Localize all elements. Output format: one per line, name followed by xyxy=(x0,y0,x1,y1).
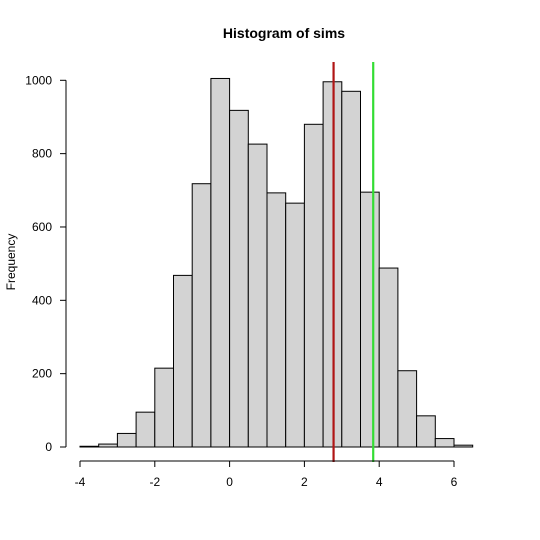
histogram-bar-7 xyxy=(210,77,231,448)
x-tick-label-5: 6 xyxy=(451,475,458,489)
y-tick-label-1: 200 xyxy=(32,367,52,381)
y-tick-label-0: 0 xyxy=(45,440,52,454)
histogram-bar-0 xyxy=(79,445,100,448)
histogram-bar-11 xyxy=(285,202,305,448)
histogram-bar-6 xyxy=(191,183,212,448)
y-axis-label: Frequency xyxy=(4,234,18,291)
x-tick-label-2: 0 xyxy=(226,475,233,489)
x-tick-label-4: 4 xyxy=(376,475,383,489)
x-tick-label-3: 2 xyxy=(301,475,308,489)
histogram-bar-13 xyxy=(322,81,343,448)
x-tick-label-0: -4 xyxy=(75,475,86,489)
x-tick-label-1: -2 xyxy=(149,475,160,489)
histogram-bar-5 xyxy=(173,274,193,448)
y-tick-label-5: 1000 xyxy=(25,73,52,87)
histogram-bar-15 xyxy=(360,191,380,448)
histogram-bar-4 xyxy=(154,367,175,448)
histogram-bar-19 xyxy=(434,438,455,448)
histogram-bar-18 xyxy=(416,415,436,448)
histogram-bar-12 xyxy=(303,123,324,448)
histogram-bar-17 xyxy=(397,370,418,448)
histogram-bar-16 xyxy=(378,267,399,448)
histogram-bar-2 xyxy=(116,432,137,448)
y-tick-label-2: 400 xyxy=(32,293,52,307)
histogram-bar-10 xyxy=(266,192,287,448)
x-axis: -4 -2 0 2 4 6 xyxy=(75,460,458,489)
y-axis: 0 200 400 600 800 1000 xyxy=(25,73,67,454)
histogram-bar-1 xyxy=(98,443,118,448)
histogram-bar-3 xyxy=(135,411,156,448)
histogram-bar-14 xyxy=(341,90,361,448)
histogram-bar-20 xyxy=(453,444,474,448)
y-tick-label-4: 800 xyxy=(32,147,52,161)
histogram-bars xyxy=(79,77,474,448)
reference-lines xyxy=(332,62,375,462)
chart-title: Histogram of sims xyxy=(223,25,345,41)
y-tick-label-3: 600 xyxy=(32,220,52,234)
histogram-bar-8 xyxy=(229,109,249,448)
histogram-bar-9 xyxy=(247,143,268,448)
